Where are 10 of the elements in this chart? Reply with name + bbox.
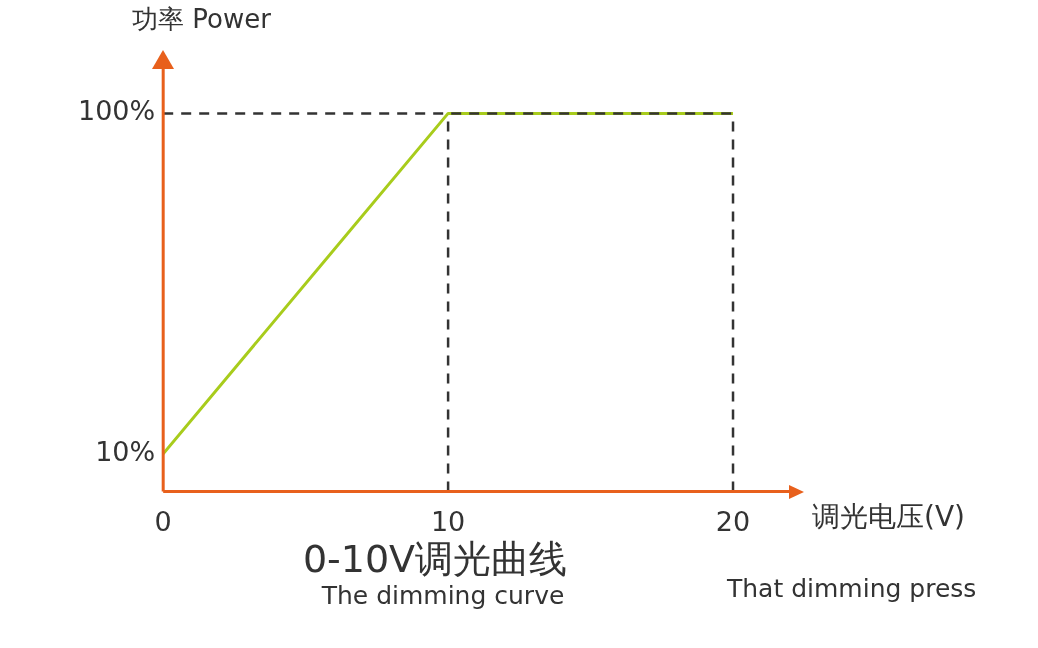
y-tick-label: 10% — [95, 435, 156, 467]
x-tick-label: 0 — [154, 505, 172, 537]
text: That dimming press — [727, 574, 977, 603]
text: The dimming curve — [321, 581, 565, 610]
y-axis-title: 功率 Power — [132, 3, 271, 36]
x-tick-label: 20 — [715, 505, 751, 537]
x-axis-title: 调光电压(V) — [812, 499, 966, 535]
text: 0-10V调光曲线 — [302, 537, 568, 581]
y-tick-label: 100% — [77, 95, 156, 127]
x-tick-label: 10 — [430, 505, 466, 537]
